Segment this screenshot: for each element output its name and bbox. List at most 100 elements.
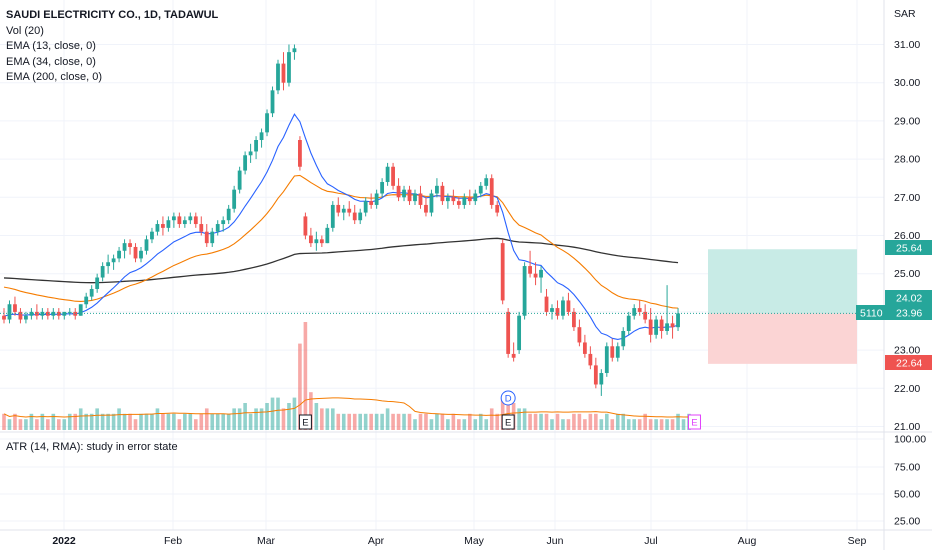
candle-body <box>336 204 341 213</box>
volume-bar <box>183 413 187 430</box>
volume-bar <box>287 403 291 430</box>
volume-bar <box>533 413 538 430</box>
candle-body <box>610 346 615 358</box>
volume-bar <box>95 408 99 430</box>
candle-body <box>621 331 626 347</box>
earnings-marker[interactable] <box>298 414 312 430</box>
legend-ema200[interactable]: EMA (200, close, 0) <box>6 71 102 83</box>
candle-body <box>358 212 363 221</box>
atr-study-label[interactable]: ATR (14, RMA): study in error state <box>6 441 178 453</box>
time-tick-label: Mar <box>257 535 276 547</box>
candle-body <box>550 308 554 312</box>
volume-bar <box>309 392 313 430</box>
candle-body <box>56 311 61 316</box>
take-profit-zone[interactable] <box>708 249 857 314</box>
candle-body <box>528 266 532 274</box>
time-tick-label: Jun <box>547 535 564 547</box>
candle-body <box>413 193 417 202</box>
candle-body <box>303 216 308 236</box>
volume-bar <box>681 419 686 430</box>
volume-bar <box>670 419 675 430</box>
volume-bar <box>429 419 434 430</box>
candle-body <box>500 243 505 301</box>
volume-bar <box>621 413 626 430</box>
legend-ema13[interactable]: EMA (13, close, 0) <box>6 40 96 52</box>
time-tick-label: Aug <box>738 535 757 547</box>
candle-body <box>615 346 620 358</box>
time-axis[interactable]: 2022 Feb Mar Apr May Jun Jul Aug Sep <box>52 535 866 547</box>
volume-bar <box>435 413 439 430</box>
candle-body <box>374 193 379 205</box>
volume-bar <box>204 408 209 430</box>
earnings-marker[interactable] <box>687 414 701 430</box>
volume-bar <box>572 413 576 430</box>
candle-body <box>7 304 12 320</box>
candle-body <box>670 323 675 328</box>
volume-bar <box>396 413 401 430</box>
candle-body <box>588 353 593 366</box>
volume-bar <box>215 413 220 430</box>
candle-body <box>215 224 220 232</box>
candle-body <box>572 311 576 328</box>
candle-body <box>593 365 598 385</box>
atr-axis[interactable]: 100.00 75.00 50.00 25.00 <box>894 434 926 528</box>
stop-loss-zone[interactable] <box>708 313 857 364</box>
candle-body <box>188 216 193 221</box>
legend-ema34[interactable]: EMA (34, close, 0) <box>6 55 96 68</box>
volume-bar <box>270 397 275 430</box>
volume-bar <box>440 413 445 430</box>
volume-bar <box>341 413 346 430</box>
volume-bar <box>314 403 319 430</box>
candle-body <box>654 319 659 335</box>
volume-bar <box>117 408 121 430</box>
earnings-label: E <box>691 418 697 429</box>
volume-bar <box>254 408 258 430</box>
candle-body <box>226 208 231 221</box>
volume-bar <box>265 403 269 430</box>
atr-tick-label: 75.00 <box>894 462 920 474</box>
candle-body <box>648 319 653 335</box>
position-zones[interactable] <box>708 249 857 364</box>
event-markers[interactable]: E E D E <box>298 390 701 430</box>
legend-volume[interactable]: Vol (20) <box>6 24 44 37</box>
volume-bar <box>522 408 527 430</box>
volume-bars <box>2 322 691 430</box>
candle-body <box>435 185 439 194</box>
candle-body <box>626 315 631 331</box>
dividend-label: D <box>505 394 512 405</box>
volume-ma-line <box>3 397 689 418</box>
take-profit-tag: 25.64 <box>896 243 922 255</box>
candle-body <box>248 151 253 156</box>
candle-body <box>451 197 456 202</box>
candle-body <box>478 185 483 194</box>
volume-bar <box>133 419 138 430</box>
time-tick-label: Feb <box>164 535 182 547</box>
volume-bar <box>468 413 472 430</box>
volume-bar <box>352 413 357 430</box>
candle-body <box>566 300 571 312</box>
current-upper-tag-bg <box>885 290 932 305</box>
dividend-marker[interactable] <box>500 390 516 406</box>
candle-body <box>122 243 127 251</box>
volume-bar <box>374 413 379 430</box>
volume-bar <box>259 408 264 430</box>
volume-bar <box>325 408 330 430</box>
candle-body <box>51 311 56 316</box>
volume-bar <box>221 413 225 430</box>
volume-bar <box>122 413 127 430</box>
candle-body <box>473 193 478 202</box>
candle-body <box>155 224 160 232</box>
earnings-marker[interactable] <box>501 414 515 430</box>
candle-body <box>632 308 637 316</box>
time-tick-label: May <box>464 535 485 547</box>
volume-bar <box>544 413 549 430</box>
candle-body <box>637 308 642 312</box>
atr-tick-label: 50.00 <box>894 489 920 501</box>
volume-bar <box>473 419 478 430</box>
candle-body <box>265 113 269 133</box>
volume-bar <box>561 419 565 430</box>
volume-bar <box>451 413 456 430</box>
volume-bar <box>111 413 116 430</box>
chart-legend[interactable]: SAUDI ELECTRICITY CO., 1D, TADAWUL Vol (… <box>6 8 218 86</box>
